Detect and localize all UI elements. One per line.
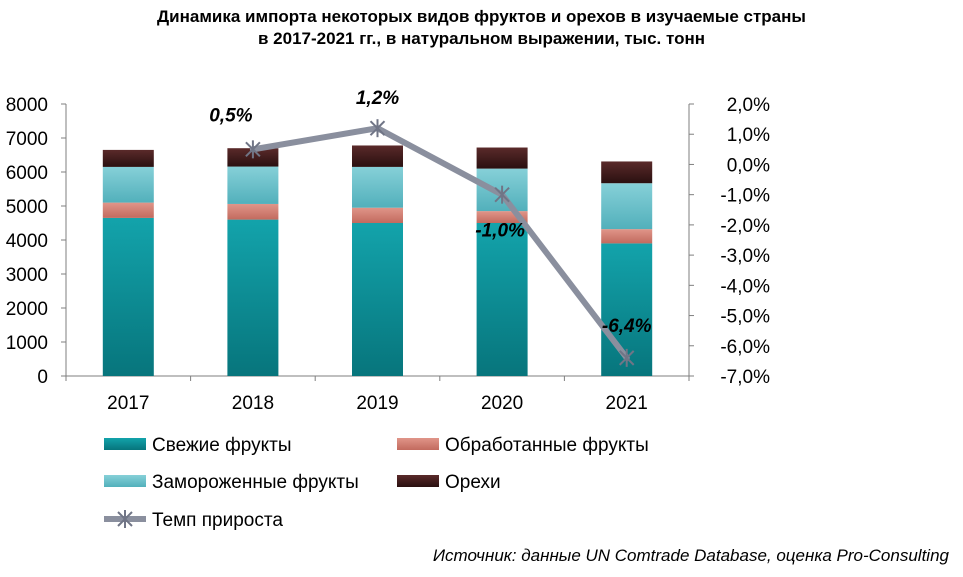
x-tick-label: 2021	[606, 393, 648, 414]
growth-data-label: -6,4%	[602, 316, 652, 337]
y-left-tick-label: 7000	[6, 129, 48, 150]
growth-data-label: 1,2%	[356, 88, 399, 109]
y-right-tick-label: -4,0%	[720, 276, 770, 297]
bar-segment	[601, 229, 653, 244]
y-right-tick-label: 0,0%	[727, 155, 770, 176]
y-left-tick-label: 8000	[6, 95, 48, 116]
x-tick-label: 2017	[107, 393, 149, 414]
legend-line-marker	[117, 510, 133, 528]
bar-segment	[601, 183, 653, 230]
y-left-tick-label: 5000	[6, 197, 48, 218]
legend-label: Замороженные фрукты	[152, 472, 359, 493]
legend-label: Орехи	[445, 472, 501, 493]
legend-swatch	[104, 475, 146, 487]
y-right-tick-label: -2,0%	[720, 216, 770, 237]
y-right-tick-label: -5,0%	[720, 307, 770, 328]
y-right-tick-label: 1,0%	[727, 125, 770, 146]
x-tick-label: 2020	[481, 393, 523, 414]
bar-segment	[227, 219, 279, 376]
bar-segment	[352, 207, 403, 223]
bar-segment	[102, 149, 154, 167]
legend-swatch	[104, 438, 146, 450]
legend-swatch	[397, 438, 439, 450]
y-right-tick-label: -1,0%	[720, 186, 770, 207]
growth-point-marker	[369, 119, 386, 138]
legend-label: Свежие фрукты	[152, 435, 292, 456]
bar-segment	[476, 211, 528, 223]
bar-segment	[102, 202, 154, 218]
bar-segment	[227, 166, 279, 204]
bar-segment	[476, 147, 528, 169]
x-tick-label: 2018	[232, 393, 274, 414]
chart-title-line-1: Динамика импорта некоторых видов фруктов…	[157, 7, 806, 26]
y-left-tick-label: 3000	[6, 265, 48, 286]
bar-segment	[352, 166, 403, 208]
growth-point-marker	[245, 140, 261, 159]
y-left-tick-label: 6000	[6, 163, 48, 184]
y-left-tick-label: 2000	[6, 299, 48, 320]
y-right-tick-label: -7,0%	[720, 367, 770, 388]
bar-segment	[102, 217, 154, 376]
y-right-tick-label: 2,0%	[727, 95, 770, 116]
y-left-tick-label: 0	[37, 367, 48, 388]
growth-data-label: -1,0%	[475, 221, 525, 242]
legend-swatch	[397, 475, 439, 487]
growth-point-marker	[618, 348, 635, 367]
bar-segment	[476, 223, 528, 376]
source-note: Источник: данные UN Comtrade Database, о…	[432, 546, 949, 565]
legend-label: Темп прироста	[152, 510, 283, 531]
y-right-tick-label: -3,0%	[720, 246, 770, 267]
bar-segment	[227, 203, 279, 220]
bar-segment	[601, 161, 653, 184]
x-tick-label: 2019	[356, 393, 398, 414]
bar-segment	[352, 223, 403, 376]
y-left-tick-label: 1000	[6, 333, 48, 354]
y-left-tick-label: 4000	[6, 231, 48, 252]
bar-segment	[352, 145, 403, 167]
legend-label: Обработанные фрукты	[445, 435, 649, 456]
growth-data-label: 0,5%	[209, 105, 252, 126]
growth-line	[249, 125, 630, 361]
chart-title: Динамика импорта некоторых видов фруктов…	[0, 6, 963, 50]
chart-title-line-2: в 2017-2021 гг., в натуральном выражении…	[258, 29, 705, 48]
bar-segment	[102, 166, 154, 203]
y-right-tick-label: -6,0%	[720, 337, 770, 358]
growth-point-marker	[494, 185, 510, 204]
